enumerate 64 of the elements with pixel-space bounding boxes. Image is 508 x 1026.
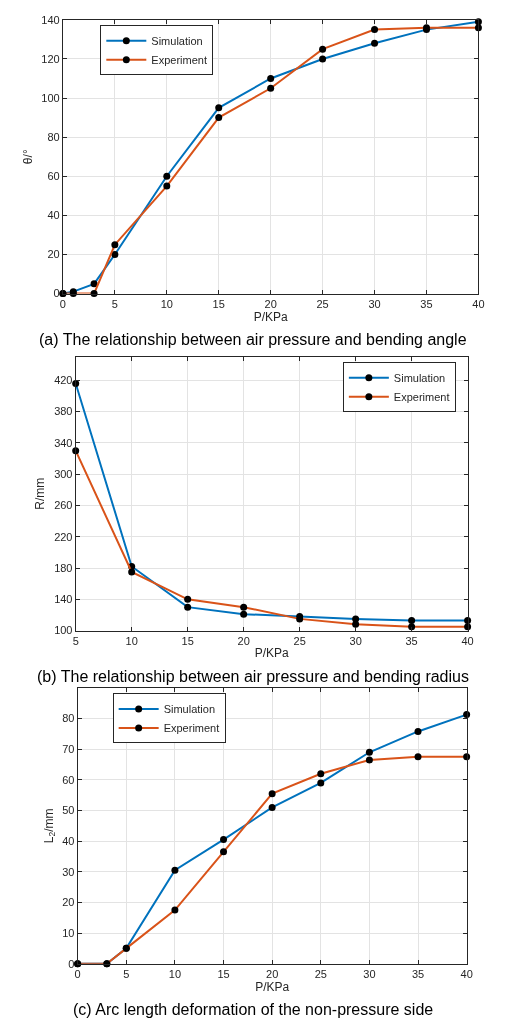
y-tick-label: 260: [54, 499, 73, 512]
legend-label: Simulation: [163, 703, 216, 716]
y-tick-label: 40: [47, 209, 60, 222]
x-tick-label: 40: [472, 297, 485, 310]
x-axis-title: P/KPa: [255, 979, 290, 994]
y-tick-label: 10: [62, 926, 75, 939]
x-tick-label: 15: [181, 634, 194, 647]
y-tick-label: 340: [54, 436, 73, 449]
y-tick-label: 300: [54, 468, 73, 481]
y-tick-label: 40: [62, 834, 75, 847]
x-tick-label: 35: [405, 634, 418, 647]
y-tick-label: 100: [54, 624, 73, 637]
x-tick-label: 20: [264, 297, 277, 310]
y-tick-label: 180: [54, 561, 73, 574]
x-tick-label: 5: [72, 634, 79, 647]
y-tick-label: 30: [62, 865, 75, 878]
x-tick-label: 25: [316, 297, 329, 310]
y-axis-title: R/mm: [33, 477, 48, 510]
y-tick-label: 140: [54, 593, 73, 606]
y-tick-label: 50: [62, 804, 75, 817]
text: (c) Arc length deformation of the non-pressure side: [73, 1001, 434, 1018]
x-tick-label: 10: [125, 634, 138, 647]
y-tick-label: 420: [54, 374, 73, 387]
y-tick-label: 120: [41, 52, 60, 65]
y-tick-label: 0: [68, 957, 75, 970]
y-tick-label: 220: [54, 530, 73, 543]
y-tick-label: 60: [47, 170, 60, 183]
y-tick-label: 60: [62, 773, 75, 786]
x-tick-label: 20: [266, 967, 279, 980]
x-tick-label: 20: [237, 634, 250, 647]
x-tick-label: 10: [160, 297, 173, 310]
x-tick-label: 30: [349, 634, 362, 647]
x-tick-label: 5: [123, 967, 130, 980]
x-tick-label: 25: [314, 967, 327, 980]
x-axis-title: P/KPa: [253, 309, 288, 324]
y-tick-label: 20: [47, 248, 60, 261]
x-tick-label: 40: [460, 967, 473, 980]
x-tick-label: 35: [411, 967, 425, 980]
x-tick-label: 30: [368, 297, 381, 310]
legend-label: Experiment: [393, 391, 450, 404]
legend-label: Experiment: [163, 722, 220, 735]
x-axis-title: P/KPa: [254, 645, 289, 660]
text: (a) The relationship between air pressure and bending angle: [39, 331, 467, 348]
x-tick-label: 15: [217, 967, 230, 980]
legend-label: Simulation: [151, 35, 203, 48]
x-tick-label: 25: [293, 634, 306, 647]
y-tick-label: 20: [62, 896, 75, 909]
y-tick-label: 100: [41, 91, 60, 104]
x-tick-label: 5: [111, 297, 118, 310]
text: (b) The relationship between air pressure and bending radius: [37, 668, 469, 685]
x-tick-label: 35: [420, 297, 433, 310]
y-tick-label: 70: [62, 743, 75, 756]
y-tick-label: 0: [53, 287, 60, 300]
y-tick-label: 80: [62, 712, 75, 725]
y-tick-label: 140: [41, 13, 60, 26]
y-tick-label: 80: [47, 131, 60, 144]
x-tick-label: 10: [168, 967, 182, 980]
y-tick-label: 380: [54, 405, 73, 418]
legend-label: Experiment: [151, 54, 207, 67]
legend-label: Simulation: [393, 372, 446, 385]
x-tick-label: 15: [212, 297, 225, 310]
y-axis-title: θ/°: [20, 149, 35, 165]
x-tick-label: 30: [363, 967, 376, 980]
x-tick-label: 40: [461, 634, 474, 647]
